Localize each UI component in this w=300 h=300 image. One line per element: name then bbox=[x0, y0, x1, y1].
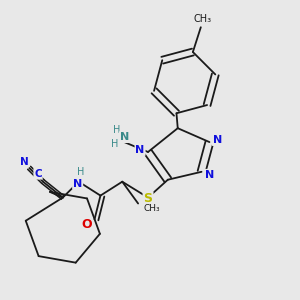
Text: H: H bbox=[112, 125, 120, 135]
Text: N: N bbox=[73, 179, 82, 189]
Text: N: N bbox=[205, 170, 214, 180]
Text: CH₃: CH₃ bbox=[194, 14, 212, 24]
Text: N: N bbox=[136, 145, 145, 155]
Text: C: C bbox=[34, 169, 42, 179]
Text: S: S bbox=[143, 192, 152, 205]
Text: N: N bbox=[20, 157, 28, 167]
Text: O: O bbox=[81, 218, 92, 231]
Text: H: H bbox=[77, 167, 84, 177]
Text: N: N bbox=[120, 132, 129, 142]
Text: CH₃: CH₃ bbox=[144, 204, 160, 213]
Text: N: N bbox=[213, 135, 222, 145]
Text: H: H bbox=[111, 139, 118, 149]
